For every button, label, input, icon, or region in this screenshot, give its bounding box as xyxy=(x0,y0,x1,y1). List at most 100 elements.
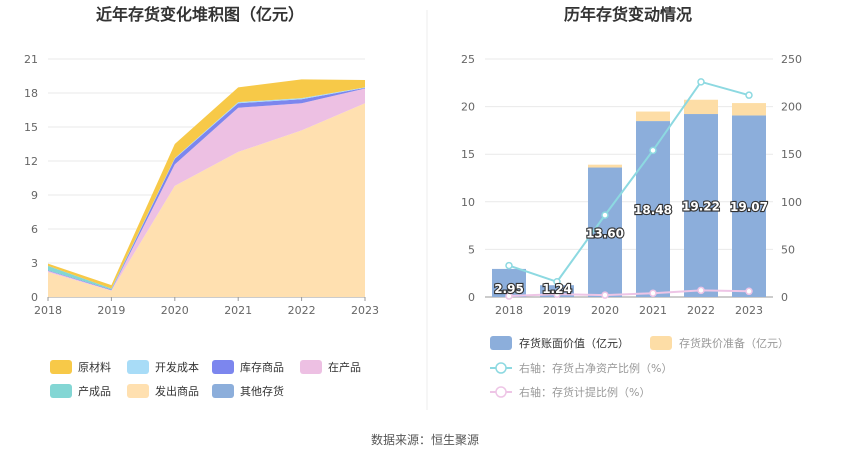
legend-marker xyxy=(495,362,507,374)
bar-value-label: 1.24 xyxy=(542,282,572,296)
bar-provision xyxy=(684,99,718,115)
legend-swatch xyxy=(650,336,672,350)
legend-label: 其他存货 xyxy=(240,384,284,398)
left-areas xyxy=(48,79,365,297)
left-y-tick-label: 3 xyxy=(31,257,38,270)
legend-marker xyxy=(495,386,507,398)
bar-book-value xyxy=(684,114,718,297)
legend-swatch xyxy=(50,384,72,398)
line-provision-ratio-point xyxy=(745,287,753,296)
legend-label: 右轴：存货计提比例（%） xyxy=(519,385,650,399)
right-x-tick-label: 2021 xyxy=(639,304,667,317)
left-legend-item[interactable]: 开发成本 xyxy=(127,360,199,374)
right-y-tick-label: 10 xyxy=(461,196,475,209)
right-grid xyxy=(485,58,773,298)
legend-swatch xyxy=(127,360,149,374)
bar-value-label: 2.95 xyxy=(494,282,524,296)
line-inventory-to-net-assets-point xyxy=(601,211,609,219)
right-y-tick-label: 5 xyxy=(468,243,475,256)
right-y-tick-label: 0 xyxy=(468,291,475,304)
line-inventory-to-net-assets-point xyxy=(505,261,513,270)
right-x-tick-label: 2019 xyxy=(543,304,571,317)
legend-swatch xyxy=(300,360,322,374)
legend-swatch xyxy=(127,384,149,398)
right-y2-tick-label: 200 xyxy=(781,101,802,114)
legend-label: 发出商品 xyxy=(155,384,199,398)
legend-label: 存货账面价值（亿元） xyxy=(519,336,629,350)
right-y2-tick-label: 100 xyxy=(781,196,802,209)
bar-provision xyxy=(588,164,622,168)
left-legend-item[interactable]: 发出商品 xyxy=(127,384,199,398)
bar-provision xyxy=(732,103,766,116)
left-y-tick-label: 6 xyxy=(31,223,38,236)
left-legend-item[interactable]: 产成品 xyxy=(50,384,111,398)
left-x-axis: 2018 2019 2020 2021 2022 2023 xyxy=(34,297,379,317)
bar-value-label: 13.60 xyxy=(586,226,624,240)
left-legend-item[interactable]: 原材料 xyxy=(50,360,111,374)
legend-swatch xyxy=(490,336,512,350)
right-y2-tick-label: 0 xyxy=(781,291,788,304)
area-wip xyxy=(48,88,365,291)
bar-book-value xyxy=(732,115,766,297)
right-y2-tick-label: 50 xyxy=(781,243,795,256)
right-x-axis: 2018 2019 2020 2021 2022 2023 xyxy=(495,304,763,317)
legend-swatch xyxy=(50,360,72,374)
right-legend[interactable]: 存货账面价值（亿元） 存货跌价准备（亿元） 右轴：存货占净资产比例（%） 右轴：存货计… xyxy=(490,336,789,399)
legend-swatch xyxy=(212,360,234,374)
right-chart: 历年存货变动情况 2.95 1.24 13.60 18.48 19.22 19.07 0 5… xyxy=(461,5,802,399)
left-legend-item[interactable]: 库存商品 xyxy=(212,360,284,374)
line-provision-ratio-point xyxy=(601,291,609,299)
line-inventory-to-net-assets-point xyxy=(553,278,561,286)
left-y-tick-label: 15 xyxy=(24,121,38,134)
right-lines xyxy=(505,78,753,300)
right-bars xyxy=(492,99,766,297)
right-y-axis-right: 0 50 100 150 200 250 xyxy=(781,53,802,304)
line-provision-ratio-point xyxy=(649,289,657,297)
line-provision-ratio-point xyxy=(553,290,561,298)
right-bar-labels: 2.95 1.24 13.60 18.48 19.22 19.07 xyxy=(493,198,769,297)
line-provision-ratio-point xyxy=(505,292,513,300)
line-inventory-to-net-assets xyxy=(508,80,750,283)
legend-swatch xyxy=(212,384,234,398)
bar-value-label: 18.48 xyxy=(634,203,672,217)
right-legend-item[interactable]: 右轴：存货占净资产比例（%） xyxy=(490,361,672,375)
right-legend-item[interactable]: 存货跌价准备（亿元） xyxy=(650,336,789,350)
bar-value-label: 19.22 xyxy=(682,200,720,214)
right-y-tick-label: 25 xyxy=(461,53,475,66)
left-legend-item[interactable]: 其他存货 xyxy=(212,384,284,398)
left-x-tick-label: 2020 xyxy=(161,304,189,317)
right-legend-item[interactable]: 右轴：存货计提比例（%） xyxy=(490,385,650,399)
legend-label: 开发成本 xyxy=(155,360,199,374)
line-inventory-to-net-assets-point xyxy=(697,78,705,86)
left-x-tick-label: 2021 xyxy=(224,304,252,317)
right-legend-item[interactable]: 存货账面价值（亿元） xyxy=(490,336,629,350)
bar-value-label: 19.07 xyxy=(730,200,768,214)
right-y-axis-left: 0 5 10 15 20 25 xyxy=(461,53,475,304)
right-x-tick-label: 2022 xyxy=(687,304,715,317)
left-legend-item[interactable]: 在产品 xyxy=(300,360,361,374)
line-inventory-to-net-assets-point xyxy=(745,91,753,99)
legend-label: 存货跌价准备（亿元） xyxy=(679,336,789,350)
right-y-tick-label: 20 xyxy=(461,101,475,114)
line-provision-ratio-point xyxy=(697,286,705,295)
legend-label: 原材料 xyxy=(78,360,111,374)
legend-label: 库存商品 xyxy=(240,360,284,374)
right-x-tick-label: 2018 xyxy=(495,304,523,317)
left-x-tick-label: 2022 xyxy=(288,304,316,317)
right-y2-tick-label: 250 xyxy=(781,53,802,66)
left-y-tick-label: 18 xyxy=(24,87,38,100)
right-y-tick-label: 15 xyxy=(461,148,475,161)
legend-label: 产成品 xyxy=(78,384,111,398)
right-x-tick-label: 2023 xyxy=(735,304,763,317)
left-chart-title: 近年存货变化堆积图（亿元） xyxy=(96,5,304,24)
left-x-tick-label: 2023 xyxy=(351,304,379,317)
left-y-axis: 0 3 6 9 12 15 18 21 xyxy=(24,53,38,304)
line-inventory-to-net-assets-point xyxy=(649,146,657,155)
bar-provision xyxy=(636,111,670,122)
right-chart-title: 历年存货变动情况 xyxy=(564,5,692,24)
left-x-tick-label: 2019 xyxy=(97,304,125,317)
left-x-tick-label: 2018 xyxy=(34,304,62,317)
